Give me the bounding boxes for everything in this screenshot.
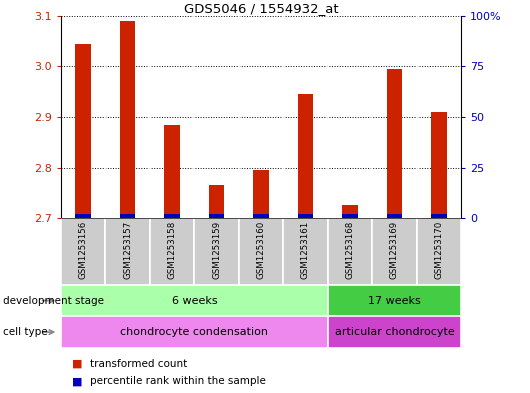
Bar [417,218,461,285]
Bar [298,214,313,218]
Bar [150,218,195,285]
Text: development stage: development stage [3,296,104,306]
Text: GSM1253156: GSM1253156 [78,221,87,279]
Bar [209,185,224,218]
Bar [239,218,283,285]
Bar [164,125,180,218]
Bar [283,218,328,285]
Text: transformed count: transformed count [90,358,187,369]
Bar [328,218,372,285]
Bar [431,112,447,218]
Text: ■: ■ [72,376,82,386]
Bar [120,21,136,218]
Bar [298,94,313,218]
Bar [75,214,91,218]
Bar [431,214,447,218]
Bar [328,316,461,348]
Bar [386,69,402,218]
Text: cell type: cell type [3,327,47,337]
Bar [61,285,328,316]
Text: articular chondrocyte: articular chondrocyte [334,327,454,337]
Bar [386,214,402,218]
Bar [195,218,239,285]
Bar [253,170,269,218]
Text: GSM1253160: GSM1253160 [257,221,266,279]
Bar [164,214,180,218]
Text: GSM1253161: GSM1253161 [301,221,310,279]
Bar [61,218,105,285]
Bar [75,44,91,218]
Text: GSM1253168: GSM1253168 [346,221,355,279]
Bar [253,214,269,218]
Bar [120,214,136,218]
Text: 17 weeks: 17 weeks [368,296,421,306]
Bar [328,285,461,316]
Text: GSM1253159: GSM1253159 [212,221,221,279]
Bar [61,316,328,348]
Text: 6 weeks: 6 weeks [172,296,217,306]
Text: GSM1253170: GSM1253170 [435,221,444,279]
Text: GSM1253169: GSM1253169 [390,221,399,279]
Bar [342,206,358,218]
Bar [372,218,417,285]
Text: GSM1253158: GSM1253158 [167,221,176,279]
Text: ■: ■ [72,358,82,369]
Text: GSM1253157: GSM1253157 [123,221,132,279]
Bar [105,218,150,285]
Bar [342,214,358,218]
Text: percentile rank within the sample: percentile rank within the sample [90,376,266,386]
Title: GDS5046 / 1554932_at: GDS5046 / 1554932_at [184,2,338,15]
Text: chondrocyte condensation: chondrocyte condensation [120,327,268,337]
Bar [209,214,224,218]
